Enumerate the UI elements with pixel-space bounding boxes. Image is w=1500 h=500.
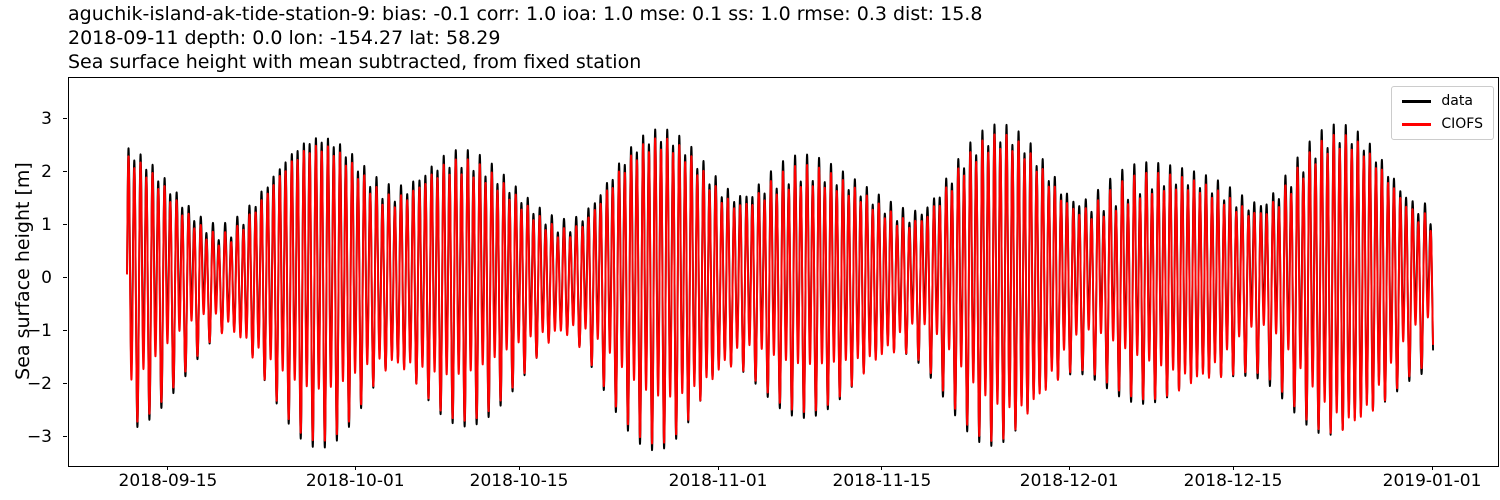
x-tick-label: 2019-01-01 [1382, 471, 1482, 491]
y-tick-label: −3 [26, 426, 52, 447]
x-tick-label: 2018-09-15 [118, 471, 218, 491]
legend-label: CIOFS [1441, 116, 1483, 132]
title-block: aguchik-island-ak-tide-station-9: bias: … [68, 2, 982, 74]
x-tick-mark [1232, 466, 1234, 470]
y-tick-mark [63, 118, 67, 120]
x-tick-mark [717, 466, 719, 470]
tide-series-canvas [69, 78, 1498, 466]
title-line-station-meta: 2018-09-11 depth: 0.0 lon: -154.27 lat: … [68, 27, 501, 49]
x-tick-mark [1431, 466, 1433, 470]
y-tick-label: 1 [41, 214, 52, 235]
legend: data CIOFS [1391, 86, 1494, 140]
y-tick-mark [63, 277, 67, 279]
y-tick-label: −2 [26, 373, 52, 394]
x-tick-mark [1068, 466, 1070, 470]
y-tick-mark [63, 383, 67, 385]
legend-label: data [1441, 93, 1473, 109]
x-tick-label: 2018-12-15 [1183, 471, 1283, 491]
x-tick-label: 2018-10-15 [469, 471, 569, 491]
y-tick-mark [63, 330, 67, 332]
legend-line-swatch [1402, 100, 1432, 103]
x-tick-label: 2018-10-01 [305, 471, 405, 491]
x-tick-mark [167, 466, 169, 470]
x-tick-label: 2018-12-01 [1019, 471, 1119, 491]
legend-line-swatch [1402, 123, 1432, 126]
x-tick-mark [881, 466, 883, 470]
x-tick-mark [354, 466, 356, 470]
y-tick-mark [63, 171, 67, 173]
plot-area: data CIOFS [68, 77, 1499, 467]
y-tick-mark [63, 224, 67, 226]
y-tick-label: 0 [41, 267, 52, 288]
y-tick-label: 2 [41, 161, 52, 182]
x-tick-label: 2018-11-01 [668, 471, 768, 491]
title-line-stats: aguchik-island-ak-tide-station-9: bias: … [68, 3, 983, 25]
x-tick-mark [518, 466, 520, 470]
legend-entry-data: data [1402, 94, 1483, 109]
title-line-description: Sea surface height with mean subtracted,… [68, 51, 642, 73]
y-tick-label: 3 [41, 108, 52, 129]
y-tick-label: −1 [26, 320, 52, 341]
x-tick-label: 2018-11-15 [832, 471, 932, 491]
legend-entry-ciofs: CIOFS [1402, 117, 1483, 132]
y-tick-mark [63, 436, 67, 438]
